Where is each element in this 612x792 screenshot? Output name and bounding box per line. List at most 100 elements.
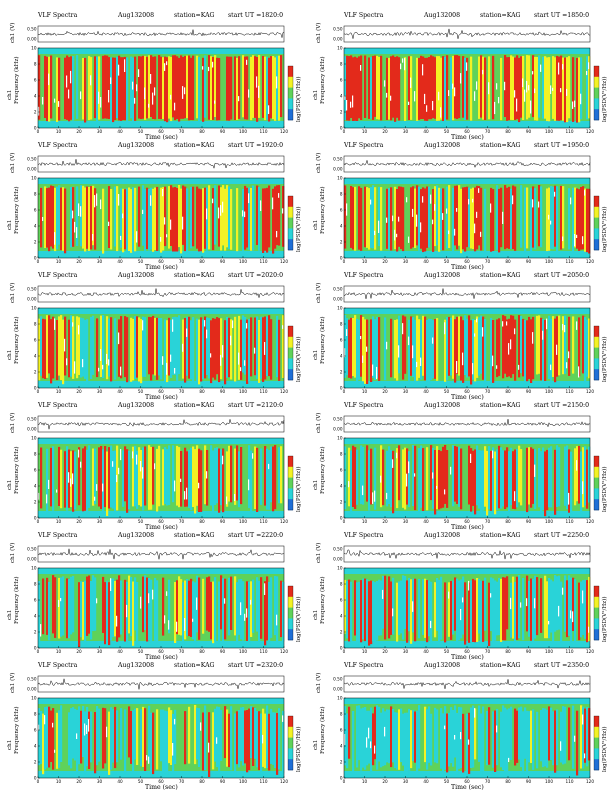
y-tick-label: 10: [337, 435, 343, 440]
spectrogram-streak: [122, 450, 125, 507]
spectrogram-streak: [356, 318, 359, 384]
title-station: station=KAG: [480, 142, 521, 149]
spectrogram-streak: [528, 580, 531, 637]
title-start-ut: start UT =2220:0: [228, 532, 283, 539]
spectrogram-streak: [524, 187, 527, 253]
spectrogram-white-patch: [574, 100, 576, 108]
spectrogram-streak: [132, 318, 135, 381]
spectrogram-streak: [190, 320, 193, 380]
spectrogram-streak: [372, 581, 375, 642]
spectrogram-streak: [404, 57, 407, 121]
spectrogram-streak: [264, 446, 267, 506]
spectrogram-streak: [354, 186, 357, 251]
colorbar-segment: [594, 326, 599, 338]
start-prefix: start UT =: [534, 662, 568, 669]
spectrogram-white-patch: [558, 605, 560, 617]
spectrogram-streak: [266, 448, 269, 510]
spectrogram-streak: [442, 56, 445, 121]
spectrogram-streak: [436, 318, 439, 381]
spectrogram-white-patch: [422, 64, 424, 76]
spectrogram-white-patch: [144, 87, 146, 100]
spectrogram-streak: [422, 579, 425, 635]
colorbar-segment: [288, 737, 293, 749]
spectrogram-white-patch: [570, 610, 572, 619]
spectrogram-streak: [390, 187, 393, 251]
spectrogram-white-patch: [184, 87, 186, 95]
spectrogram-streak: [540, 578, 543, 633]
spectra-panel: VLF Spectra Aug132008 station=KAG start UT …: [306, 272, 608, 401]
spectrogram-streak: [268, 57, 271, 122]
spectrogram-streak: [274, 57, 277, 121]
spectrogram-white-patch: [140, 461, 142, 472]
spectrogram-streak: [176, 580, 179, 635]
spectrogram-streak: [184, 318, 187, 383]
colorbar-segment: [594, 466, 599, 478]
spectrogram-streak: [66, 55, 69, 120]
spectrogram-streak: [448, 712, 451, 767]
spectrogram-streak: [348, 447, 351, 507]
y-tick-label: 2: [340, 239, 343, 244]
y-tick-label: 10: [337, 305, 343, 310]
spectrogram-white-patch: [438, 91, 440, 101]
spectrogram: [344, 178, 591, 258]
spectrogram-white-patch: [436, 485, 438, 489]
spectrogram-streak: [548, 315, 551, 380]
spectrogram-streak: [346, 55, 349, 121]
y-tick-label: 8: [340, 711, 343, 716]
spectrogram-streak: [550, 707, 553, 760]
spectrogram-streak: [152, 712, 155, 775]
x-tick-label: 50: [138, 779, 144, 784]
spectrogram-white-patch: [214, 100, 216, 104]
spectrogram-streak: [444, 706, 447, 770]
spectrogram-streak: [196, 55, 199, 119]
spectrogram-streak: [540, 451, 543, 513]
spectrogram-white-patch: [76, 227, 78, 238]
spectrogram-streak: [266, 576, 269, 641]
spectrogram-streak: [216, 57, 219, 121]
spectrogram-streak: [64, 188, 67, 254]
spectrogram-streak: [350, 317, 353, 379]
spectrogram-streak: [368, 57, 371, 119]
spectrogram-streak: [94, 712, 97, 774]
spectrogram-white-patch: [238, 96, 240, 102]
spectrogram-streak: [520, 706, 523, 768]
spectrogram-white-patch: [410, 77, 412, 88]
panel-title: VLF Spectra Aug132008 station=KAG start UT …: [342, 532, 612, 541]
spectrogram-white-patch: [572, 611, 574, 623]
waveform-trace: [343, 679, 591, 689]
spectrogram-white-patch: [374, 745, 376, 754]
spectrogram-streak: [440, 188, 443, 251]
spectrogram-streak: [48, 315, 51, 374]
spectrogram-streak: [448, 185, 451, 248]
spectrogram-streak: [136, 708, 139, 765]
spectrogram-streak: [130, 317, 133, 382]
spectrogram-streak: [178, 447, 181, 508]
spectrogram-streak: [468, 582, 471, 643]
spectrogram-streak: [210, 56, 213, 120]
title-start-ut: start UT =2320:0: [228, 662, 283, 669]
spectrogram-white-patch: [394, 229, 396, 241]
spectrogram-streak: [256, 57, 259, 122]
x-tick-label: 120: [586, 129, 594, 134]
spectrogram-white-patch: [52, 722, 54, 728]
title-label: VLF Spectra: [38, 12, 78, 19]
spectrogram-streak: [108, 447, 111, 509]
spectrogram-white-patch: [168, 620, 170, 630]
spectrogram-streak: [450, 581, 453, 640]
waveform-tick-label: 0.00: [333, 426, 343, 431]
spectrogram-streak: [82, 448, 85, 512]
spectrogram-streak: [86, 319, 89, 384]
spectrogram-streak: [458, 55, 461, 119]
colorbar-segment: [288, 629, 293, 641]
colorbar-segment: [594, 87, 599, 99]
spectrogram-streak: [56, 57, 59, 122]
colorbar-segment: [288, 206, 293, 218]
title-start-ut: start UT =1950:0: [534, 142, 589, 149]
spectrogram-white-patch: [234, 494, 236, 502]
spectrogram-streak: [110, 707, 113, 770]
spectrogram-streak: [198, 188, 201, 252]
spectrogram-streak: [98, 708, 101, 762]
spectrogram-white-patch: [478, 188, 480, 193]
spectrogram-streak: [354, 56, 357, 121]
